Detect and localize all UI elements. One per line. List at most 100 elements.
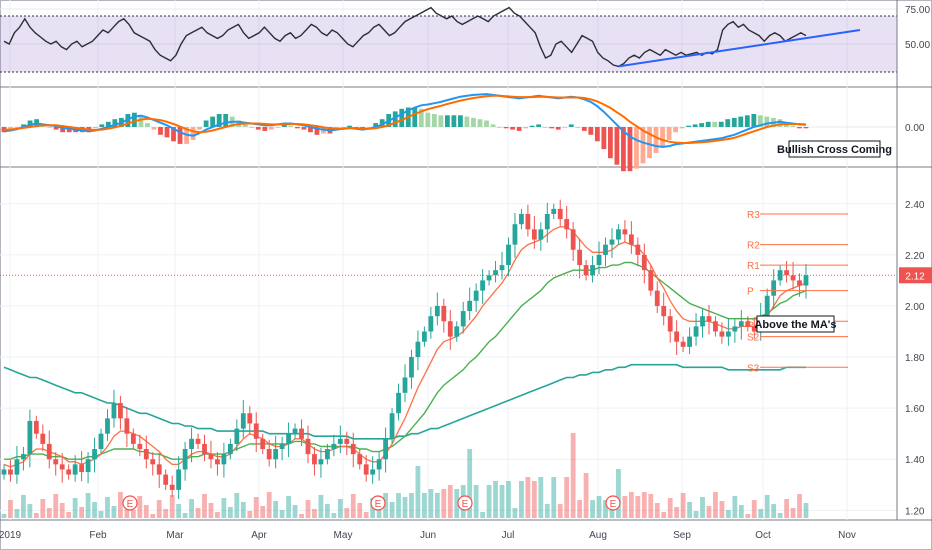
candle-body (790, 275, 796, 281)
volume-bar (654, 503, 660, 518)
candle-body (674, 331, 680, 342)
macd-histogram-bar (516, 127, 522, 131)
candle-body (331, 443, 337, 450)
macd-histogram-bar (112, 119, 118, 127)
macd-histogram-bar (314, 127, 320, 135)
candle-body (784, 270, 789, 276)
volume-bar (713, 492, 718, 518)
volume-bar (564, 477, 570, 518)
candle-body (124, 418, 130, 434)
macd-histogram-bar (210, 116, 216, 127)
rsi-band (0, 16, 897, 72)
volume-bar (130, 510, 136, 518)
rsi-tick-label: 75.00 (905, 5, 930, 16)
volume-bar (434, 493, 440, 518)
candle-body (247, 413, 253, 424)
candle-body (441, 305, 447, 322)
x-tick-label: May (334, 530, 353, 541)
candle-body (454, 326, 460, 337)
volume-bar (137, 496, 143, 518)
macd-histogram-bar (803, 127, 809, 129)
macd-histogram-bar (562, 127, 568, 128)
macd-histogram-bar (438, 115, 444, 127)
volume-bar (286, 496, 291, 518)
volume-bar (318, 495, 324, 518)
volume-bar (467, 449, 473, 518)
macd-histogram-bar (510, 127, 515, 130)
macd-histogram-bar (132, 112, 137, 127)
candle-body (33, 420, 39, 434)
pivot-label: S2 (747, 333, 760, 344)
candle-body (130, 433, 136, 444)
macd-histogram-bar (503, 127, 509, 129)
macd-histogram-bar (621, 127, 626, 172)
last-price-label: 2.12 (905, 271, 925, 282)
macd-histogram-bar (125, 114, 131, 127)
x-tick-label: Mar (166, 530, 184, 541)
volume-bar (616, 469, 621, 518)
candle-body (279, 443, 285, 450)
macd-histogram-bar (425, 112, 431, 127)
macd-histogram-bar (92, 127, 98, 129)
rsi-line (3, 6, 807, 68)
candle-body (544, 213, 550, 230)
volume-bar (538, 477, 544, 518)
volume-bar (693, 511, 699, 518)
candle-body (21, 454, 26, 460)
macd-histogram-bar (549, 127, 555, 129)
macd-histogram-bar (705, 121, 711, 127)
candle-body (72, 464, 78, 475)
candle-body (803, 275, 809, 286)
macd-histogram-bar (607, 127, 613, 159)
volume-bar (441, 489, 447, 518)
candle-body (299, 428, 304, 439)
macd-histogram-bar (145, 123, 150, 127)
macd-histogram-bar (640, 127, 646, 164)
volume-bar (590, 500, 595, 518)
candle-body (713, 321, 718, 332)
volume-bar (227, 507, 233, 518)
macd-histogram-bar (594, 127, 600, 142)
macd-histogram-bar (216, 114, 222, 127)
volume-bar (622, 496, 628, 518)
macd-histogram-bar (575, 127, 581, 128)
macd-histogram-bar (634, 127, 639, 169)
candle-body (260, 438, 266, 450)
macd-histogram-bar (686, 125, 692, 127)
macd-histogram-bar (458, 115, 463, 127)
candle-body (519, 213, 524, 225)
candle-body (641, 254, 647, 271)
volume-bar (635, 496, 641, 518)
volume-bar (279, 510, 285, 518)
macd-histogram-bar (718, 121, 724, 127)
volume-bar (719, 501, 725, 518)
macd-histogram-bar (105, 121, 111, 127)
candle-body (40, 433, 46, 444)
volume-bar (357, 503, 363, 518)
volume-bar (27, 504, 33, 518)
volume-bar (260, 506, 266, 518)
candle-body (324, 449, 330, 460)
volume-bar (189, 499, 194, 518)
last-price-tag (899, 267, 932, 284)
macd-histogram-bar (288, 125, 294, 127)
volume-bar (596, 496, 602, 518)
candle-body (577, 249, 583, 266)
volume-bar (454, 489, 460, 518)
candle-body (512, 224, 518, 245)
earnings-marker-label: E (462, 499, 469, 510)
candle-body (609, 239, 615, 245)
macd-histogram-bar (581, 127, 587, 131)
macd-histogram-bar (464, 116, 470, 127)
macd-histogram-bar (523, 127, 529, 129)
volume-bar (790, 508, 796, 518)
candle-body (376, 459, 382, 470)
macd-histogram-bar (471, 117, 476, 127)
volume-bar (53, 494, 59, 518)
volume-bar (98, 511, 104, 518)
macd-histogram-bar (692, 124, 698, 127)
volume-bar (428, 489, 434, 518)
volume-bar (557, 504, 563, 518)
macd-histogram-bar (308, 127, 313, 133)
